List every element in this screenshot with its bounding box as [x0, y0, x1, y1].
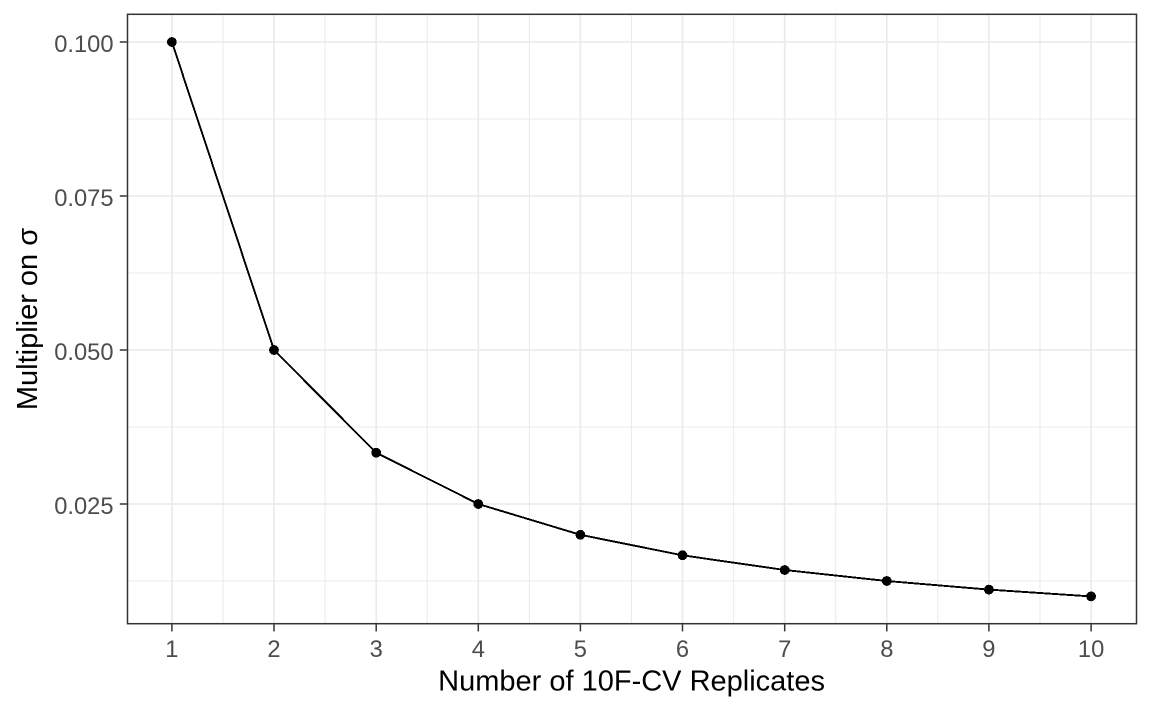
svg-text:0.025: 0.025 [54, 494, 113, 520]
svg-text:7: 7 [778, 637, 791, 663]
svg-text:0.075: 0.075 [54, 186, 113, 212]
svg-text:0.100: 0.100 [54, 32, 113, 58]
svg-text:8: 8 [880, 637, 893, 663]
svg-text:10: 10 [1078, 637, 1104, 663]
svg-text:1: 1 [165, 637, 178, 663]
svg-text:Multiplier on σ: Multiplier on σ [12, 228, 44, 410]
svg-text:2: 2 [267, 637, 280, 663]
svg-text:3: 3 [370, 637, 383, 663]
svg-text:4: 4 [472, 637, 485, 663]
svg-text:Number of 10F-CV Replicates: Number of 10F-CV Replicates [438, 666, 825, 698]
svg-text:0.050: 0.050 [54, 340, 113, 366]
svg-text:5: 5 [574, 637, 587, 663]
svg-text:6: 6 [676, 637, 689, 663]
svg-text:9: 9 [982, 637, 995, 663]
